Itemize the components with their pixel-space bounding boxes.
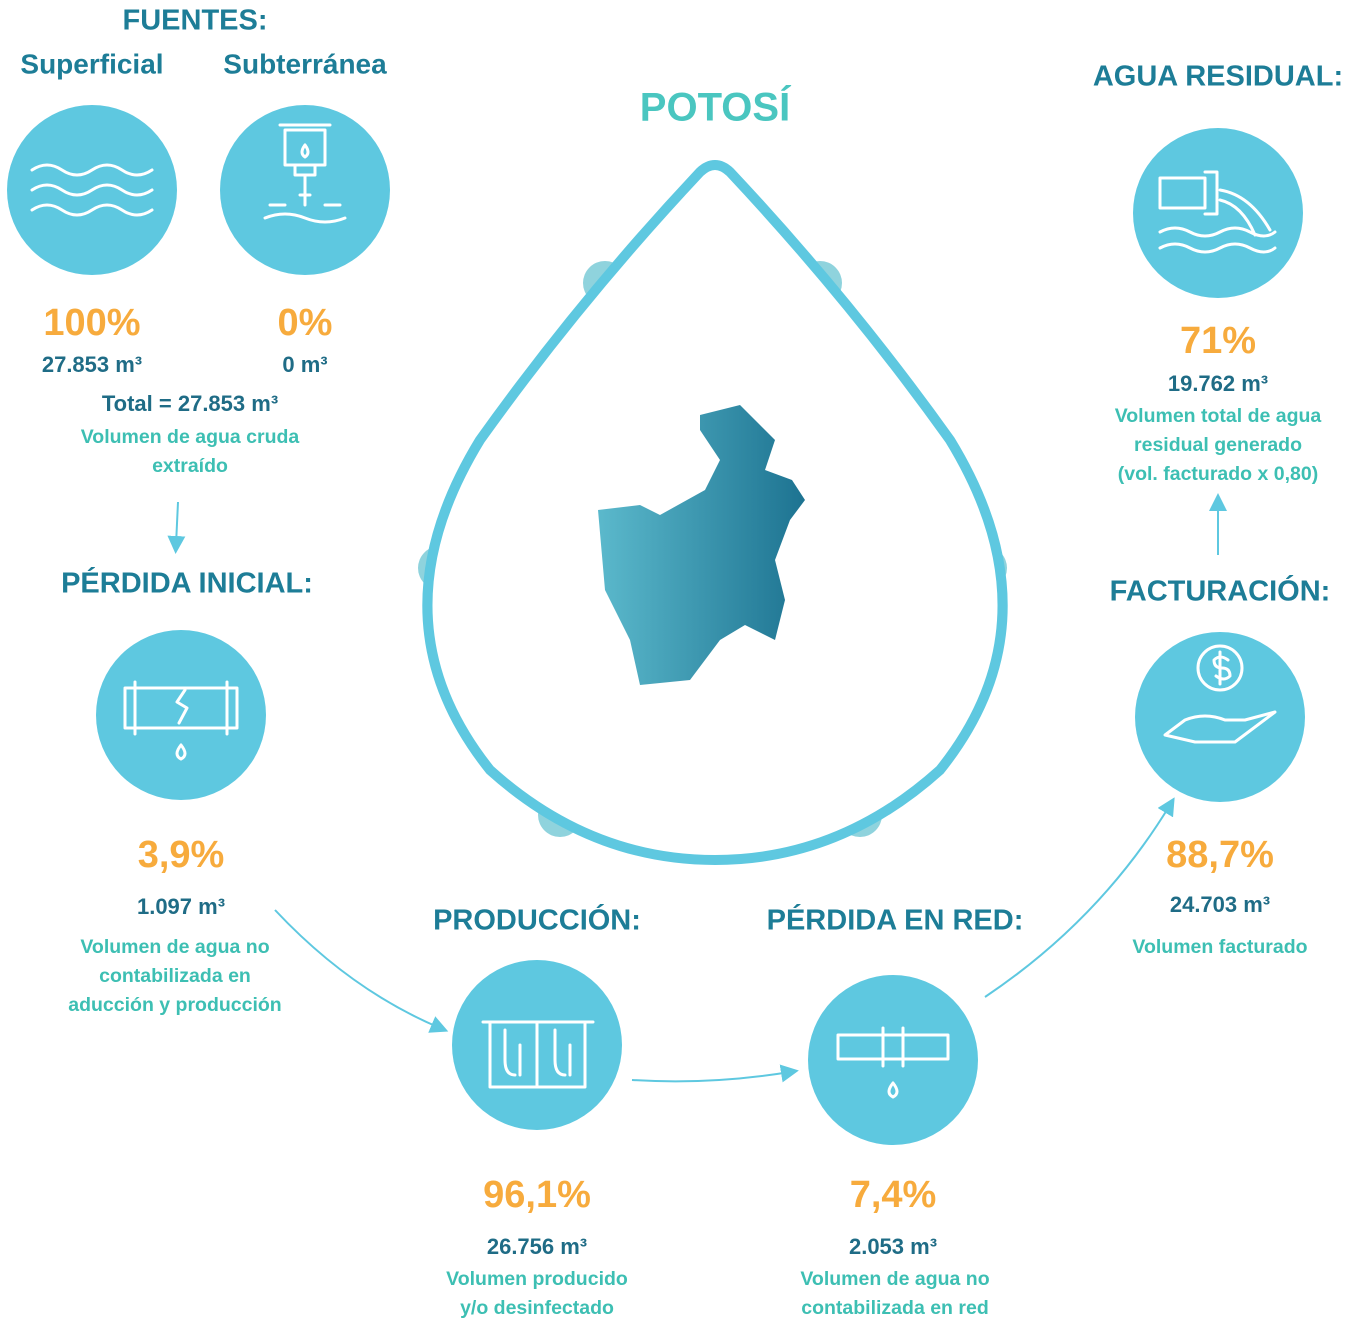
volume: 24.703 m³ — [1170, 892, 1270, 917]
percent: 88,7% — [1166, 834, 1274, 876]
map — [598, 405, 805, 685]
description-line: y/o desinfectado — [460, 1297, 614, 1319]
percent: 3,9% — [138, 834, 225, 876]
section-title: FACTURACIÓN: — [1110, 574, 1331, 608]
description: Volumen de agua no contabilizada en red — [800, 1268, 989, 1319]
section-title: PÉRDIDA INICIAL: — [61, 566, 313, 600]
volume: 0 m³ — [282, 352, 327, 377]
description: Volumen total de agua residual generado (v… — [1115, 405, 1322, 485]
description-line: aducción y producción — [68, 994, 281, 1016]
description-line: Volumen total de agua — [1115, 405, 1322, 427]
description: Volumen de agua cruda extraído — [81, 426, 300, 477]
drop — [418, 160, 1008, 866]
percent: 0% — [278, 302, 333, 344]
section-title: AGUA RESIDUAL: — [1093, 61, 1343, 93]
title: POTOSÍ — [640, 85, 791, 130]
description-line: Volumen producido — [446, 1268, 628, 1290]
volume: 26.756 m³ — [487, 1234, 587, 1259]
source-label: Superficial — [20, 48, 163, 79]
description-line: Volumen de agua no — [800, 1268, 989, 1290]
description-line: contabilizada en red — [801, 1297, 988, 1319]
description-line: contabilizada en — [99, 965, 251, 987]
volume: 19.762 m³ — [1168, 371, 1268, 396]
description: Volumen producido y/o desinfectado — [446, 1268, 628, 1319]
volume: 27.853 m³ — [42, 352, 142, 377]
section-title: FUENTES: — [123, 5, 268, 37]
percent: 71% — [1180, 320, 1256, 362]
percent: 96,1% — [483, 1174, 591, 1216]
section-title: PRODUCCIÓN: — [433, 903, 641, 937]
description-line: Volumen facturado — [1132, 936, 1307, 958]
description: Volumen facturado — [1132, 936, 1307, 958]
description-line: extraído — [152, 455, 228, 477]
description-line: Volumen de agua cruda — [81, 426, 300, 448]
volume: 2.053 m³ — [849, 1234, 937, 1259]
source-label: Subterránea — [223, 48, 387, 79]
description-line: residual generado — [1134, 434, 1302, 456]
total: Total = 27.853 m³ — [102, 391, 278, 416]
percent: 100% — [43, 302, 140, 344]
volume: 1.097 m³ — [137, 894, 225, 919]
description-line: (vol. facturado x 0,80) — [1118, 463, 1318, 485]
description: Volumen de agua no contabilizada en aducci… — [68, 936, 281, 1016]
description-line: Volumen de agua no — [80, 936, 269, 958]
arrows — [167, 493, 1227, 1083]
section-title: PÉRDIDA EN RED: — [767, 903, 1024, 937]
percent: 7,4% — [850, 1174, 937, 1216]
icons — [30, 123, 1277, 1099]
